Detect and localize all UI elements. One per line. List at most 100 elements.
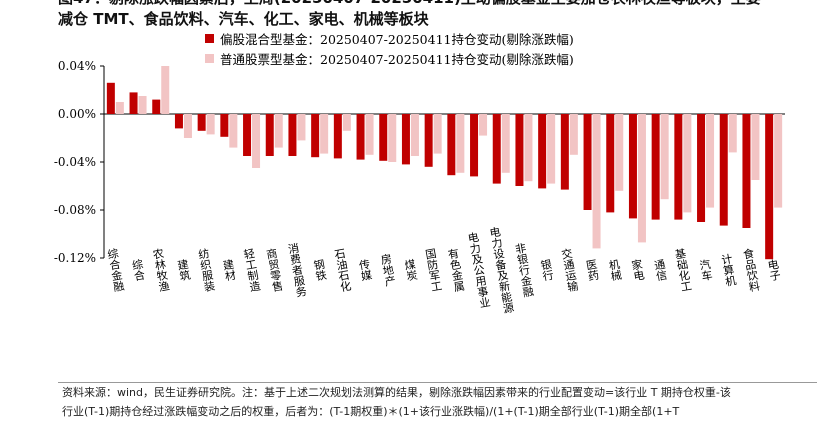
figure-title-line-2: 减仓 TMT、食品饮料、汽车、化工、家电、机械等板块 bbox=[58, 10, 429, 28]
bar-stock-fund bbox=[115, 102, 124, 114]
bar-stock-fund bbox=[388, 114, 397, 162]
x-tick-label: 钢铁 bbox=[311, 258, 328, 282]
source-note: 资料来源：wind，民生证券研究院。注：基于上述二次规划法测算的结果，剔除涨跌幅… bbox=[62, 383, 817, 421]
bar-mixed-fund bbox=[742, 114, 751, 228]
bar-stock-fund bbox=[592, 114, 601, 249]
x-tick-label: 综合 bbox=[130, 257, 147, 282]
bar-mixed-fund bbox=[311, 114, 320, 158]
bar-stock-fund bbox=[320, 114, 329, 154]
bar-stock-fund bbox=[297, 114, 306, 141]
bar-mixed-fund bbox=[651, 114, 660, 220]
x-tick-label: 有色金属 bbox=[445, 246, 466, 294]
bar-stock-fund bbox=[615, 114, 624, 191]
bar-mixed-fund bbox=[560, 114, 569, 190]
bar-mixed-fund bbox=[674, 114, 683, 220]
bar-stock-fund bbox=[206, 114, 215, 135]
bar-stock-fund bbox=[547, 114, 556, 184]
y-tick-label: 0.00% bbox=[58, 107, 96, 121]
bar-mixed-fund bbox=[265, 114, 274, 156]
bar-stock-fund bbox=[569, 114, 578, 155]
x-tick-label: 农林牧渔 bbox=[150, 246, 171, 294]
bar-stock-fund bbox=[660, 114, 669, 200]
x-tick-label: 电子 bbox=[765, 258, 782, 282]
bar-stock-fund bbox=[274, 114, 283, 148]
y-tick-label: -0.12% bbox=[54, 251, 96, 265]
bar-stock-fund bbox=[433, 114, 442, 154]
x-tick-label: 房地产 bbox=[378, 252, 397, 288]
bar-mixed-fund bbox=[401, 114, 410, 165]
legend-label: 普通股票型基金：20250407-20250411持仓变动(剔除涨跌幅) bbox=[220, 52, 574, 67]
x-tick-label: 家电 bbox=[629, 257, 646, 282]
bar-mixed-fund bbox=[447, 114, 456, 176]
bar-mixed-fund bbox=[492, 114, 501, 184]
bar-stock-fund bbox=[229, 114, 238, 148]
bar-stock-fund bbox=[410, 114, 419, 156]
y-tick-label: 0.04% bbox=[58, 59, 96, 73]
legend-label: 偏股混合型基金：20250407-20250411持仓变动(剔除涨跌幅) bbox=[220, 32, 574, 47]
x-tick-label: 建筑 bbox=[175, 257, 192, 282]
x-tick-label: 通信 bbox=[652, 258, 669, 283]
x-tick-label: 轻工制造 bbox=[241, 246, 262, 293]
bar-mixed-fund bbox=[515, 114, 524, 186]
x-tick-label: 建材 bbox=[220, 257, 237, 282]
bar-stock-fund bbox=[479, 114, 488, 136]
bar-chart: 0.04% 0.00% -0.04% -0.08% -0.12% 综合金融 综合 农林牧渔 建筑… bbox=[54, 32, 785, 315]
bar-mixed-fund bbox=[243, 114, 252, 156]
bar-stock-fund bbox=[138, 96, 147, 114]
x-tick-label: 非银行金融 bbox=[513, 241, 536, 298]
x-tick-label: 商贸零售 bbox=[264, 246, 285, 294]
bar-stock-fund bbox=[252, 114, 261, 168]
x-tick-label: 传媒 bbox=[357, 258, 374, 283]
source-note-line-1: 资料来源：wind，民生证券研究院。注：基于上述二次规划法测算的结果，剔除涨跌幅… bbox=[62, 386, 731, 399]
bar-mixed-fund bbox=[424, 114, 433, 167]
bar-stock-fund bbox=[183, 114, 192, 138]
bar-mixed-fund bbox=[174, 114, 183, 129]
bar-mixed-fund bbox=[697, 114, 706, 222]
legend-swatch bbox=[205, 54, 214, 63]
x-tick-label: 综合金融 bbox=[105, 246, 126, 294]
x-tick-label: 银行 bbox=[538, 257, 555, 283]
bar-mixed-fund bbox=[538, 114, 547, 189]
bar-stock-fund bbox=[342, 114, 351, 131]
bar-mixed-fund bbox=[106, 82, 115, 114]
bar-stock-fund bbox=[161, 66, 170, 114]
bar-mixed-fund bbox=[470, 114, 479, 177]
bar-mixed-fund bbox=[356, 114, 365, 160]
x-tick-label: 石油石化 bbox=[332, 247, 353, 293]
x-tick-label: 国防军工 bbox=[423, 247, 443, 293]
x-tick-label: 电力设备及新能源 bbox=[487, 225, 515, 315]
bar-stock-fund bbox=[728, 114, 737, 153]
figure-title: 图47：剔除涨跌幅因素后，上周(20250407-20250411)主动偏股基金… bbox=[58, 0, 813, 30]
bar-stock-fund bbox=[751, 114, 760, 180]
legend-swatch bbox=[205, 34, 214, 43]
x-tick-label: 电力及公用事业 bbox=[465, 231, 491, 309]
x-tick-label: 计算机 bbox=[719, 252, 738, 287]
x-tick-label: 食品饮料 bbox=[740, 246, 761, 294]
footer-divider bbox=[58, 382, 817, 383]
x-tick-label: 医药 bbox=[584, 258, 601, 283]
bar-mixed-fund bbox=[129, 92, 138, 114]
bar-mixed-fund bbox=[220, 114, 229, 137]
bar-mixed-fund bbox=[333, 114, 342, 159]
bar-mixed-fund bbox=[288, 114, 297, 156]
bar-stock-fund bbox=[501, 114, 510, 173]
figure-title-line-1: 图47：剔除涨跌幅因素后，上周(20250407-20250411)主动偏股基金… bbox=[58, 0, 813, 9]
x-tick-label: 纺织服装 bbox=[196, 246, 217, 294]
bar-mixed-fund bbox=[583, 114, 592, 210]
bar-stock-fund bbox=[706, 114, 715, 208]
bar-mixed-fund bbox=[152, 99, 161, 114]
bar-stock-fund bbox=[683, 114, 692, 213]
x-tick-label: 消费者服务 bbox=[286, 240, 309, 298]
bar-mixed-fund bbox=[628, 114, 637, 219]
bar-mixed-fund bbox=[765, 114, 774, 260]
bar-stock-fund bbox=[456, 114, 465, 173]
x-tick-label: 交通运输 bbox=[559, 246, 580, 294]
bar-mixed-fund bbox=[379, 114, 388, 161]
x-tick-label: 煤炭 bbox=[402, 258, 419, 283]
x-tick-label: 基础化工 bbox=[673, 247, 693, 293]
x-tick-label: 汽车 bbox=[697, 257, 714, 283]
bar-stock-fund bbox=[524, 114, 533, 182]
y-tick-label: -0.08% bbox=[54, 203, 96, 217]
y-tick-label: -0.04% bbox=[54, 155, 96, 169]
bar-stock-fund bbox=[774, 114, 783, 208]
